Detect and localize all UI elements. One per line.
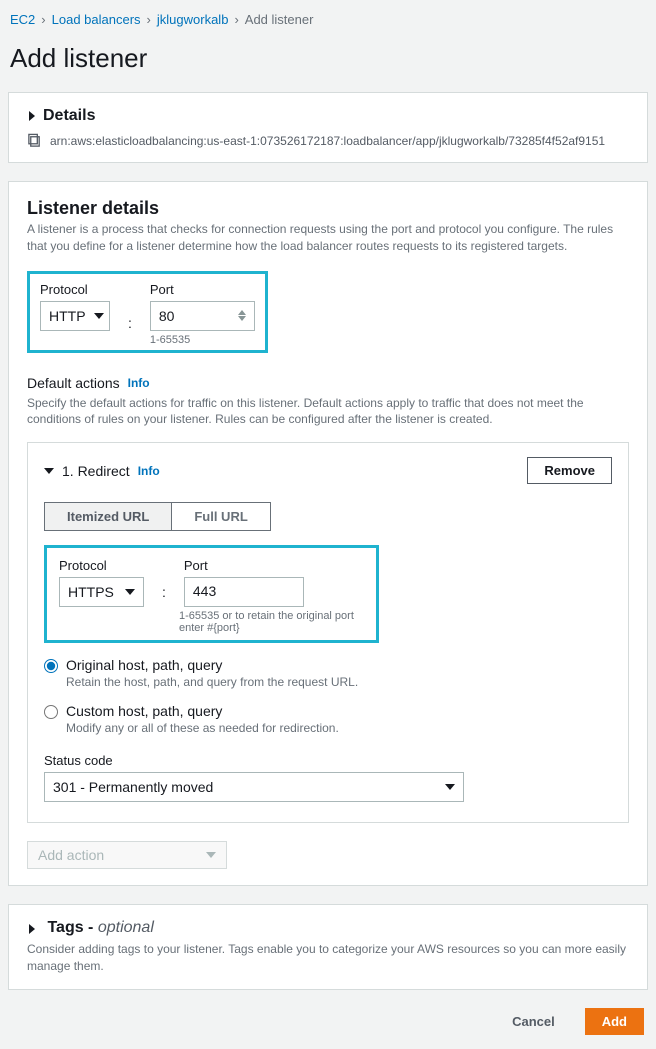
protocol-label: Protocol <box>40 282 110 297</box>
remove-button[interactable]: Remove <box>527 457 612 484</box>
tags-panel: Tags - optional Consider adding tags to … <box>8 904 648 990</box>
add-action-select[interactable]: Add action <box>27 841 227 869</box>
redirect-port-input[interactable]: 443 <box>184 577 304 607</box>
add-action-label: Add action <box>38 847 104 863</box>
redirect-protocol-value: HTTPS <box>68 584 114 600</box>
details-panel: Details arn:aws:elasticloadbalancing:us-… <box>8 92 648 163</box>
details-heading-text: Details <box>43 107 95 125</box>
protocol-port-highlight: Protocol HTTP : Port 80 1-65535 <box>27 271 268 353</box>
port-input[interactable]: 80 <box>150 301 255 331</box>
breadcrumb-current: Add listener <box>245 12 314 27</box>
listener-desc: A listener is a process that checks for … <box>27 221 629 255</box>
breadcrumb-load-balancers[interactable]: Load balancers <box>52 12 141 27</box>
chevron-right-icon: › <box>234 12 238 27</box>
radio-custom-label: Custom host, path, query <box>66 703 339 719</box>
tags-optional: optional <box>98 919 154 936</box>
caret-right-icon <box>29 111 35 121</box>
arn-text: arn:aws:elasticloadbalancing:us-east-1:0… <box>50 134 605 148</box>
radio-original-desc: Retain the host, path, and query from th… <box>66 675 358 689</box>
listener-heading: Listener details <box>27 198 629 219</box>
radio-original-input[interactable] <box>44 659 58 673</box>
protocol-value: HTTP <box>49 308 86 324</box>
caret-down-icon <box>125 589 135 595</box>
chevron-right-icon: › <box>147 12 151 27</box>
redirect-protocol-label: Protocol <box>59 558 144 573</box>
redirect-protocol-select[interactable]: HTTPS <box>59 577 144 607</box>
details-heading[interactable]: Details <box>27 107 629 125</box>
redirect-title-row[interactable]: 1. Redirect Info <box>44 463 160 479</box>
port-value: 80 <box>159 308 175 324</box>
breadcrumb-lb-name[interactable]: jklugworkalb <box>157 12 229 27</box>
radio-custom-host[interactable]: Custom host, path, query Modify any or a… <box>44 703 612 735</box>
redirect-title: 1. Redirect <box>62 463 130 479</box>
status-code-label: Status code <box>44 753 612 768</box>
colon-separator: : <box>162 584 166 600</box>
footer-actions: Cancel Add <box>8 1008 648 1041</box>
default-actions-heading: Default actions Info <box>27 375 629 391</box>
radio-original-host[interactable]: Original host, path, query Retain the ho… <box>44 657 612 689</box>
seg-full-url[interactable]: Full URL <box>172 502 270 531</box>
protocol-select[interactable]: HTTP <box>40 301 110 331</box>
caret-right-icon <box>29 924 35 934</box>
info-link[interactable]: Info <box>138 464 160 478</box>
breadcrumb: EC2 › Load balancers › jklugworkalb › Ad… <box>8 8 648 35</box>
add-button[interactable]: Add <box>585 1008 644 1035</box>
listener-details-panel: Listener details A listener is a process… <box>8 181 648 886</box>
tags-heading[interactable]: Tags - optional <box>27 919 629 937</box>
redirect-port-label: Port <box>184 558 364 573</box>
seg-itemized-url[interactable]: Itemized URL <box>44 502 172 531</box>
caret-down-icon <box>44 468 54 474</box>
redirect-port-value: 443 <box>193 583 216 599</box>
chevron-right-icon: › <box>41 12 45 27</box>
url-mode-toggle: Itemized URL Full URL <box>44 502 612 531</box>
redirect-action-box: 1. Redirect Info Remove Itemized URL Ful… <box>27 442 629 823</box>
caret-down-icon <box>206 852 216 858</box>
redirect-port-hint: 1-65535 or to retain the original port e… <box>179 610 364 634</box>
default-actions-desc: Specify the default actions for traffic … <box>27 395 629 429</box>
port-label: Port <box>150 282 255 297</box>
colon-separator: : <box>128 315 132 331</box>
caret-down-icon <box>445 784 455 790</box>
page-title: Add listener <box>10 43 646 74</box>
status-code-select[interactable]: 301 - Permanently moved <box>44 772 464 802</box>
status-code-value: 301 - Permanently moved <box>53 779 213 795</box>
info-link[interactable]: Info <box>128 376 150 390</box>
cancel-button[interactable]: Cancel <box>496 1009 571 1034</box>
redirect-protocol-port-highlight: Protocol HTTPS : Port 443 1-65535 or to … <box>44 545 379 643</box>
breadcrumb-ec2[interactable]: EC2 <box>10 12 35 27</box>
stepper-icon[interactable] <box>238 310 246 321</box>
caret-down-icon <box>94 313 104 319</box>
port-hint: 1-65535 <box>150 334 255 346</box>
radio-original-label: Original host, path, query <box>66 657 358 673</box>
tags-heading-text: Tags - <box>47 919 97 936</box>
radio-custom-desc: Modify any or all of these as needed for… <box>66 721 339 735</box>
tags-desc: Consider adding tags to your listener. T… <box>27 941 629 975</box>
radio-custom-input[interactable] <box>44 705 58 719</box>
copy-icon[interactable] <box>27 133 42 148</box>
